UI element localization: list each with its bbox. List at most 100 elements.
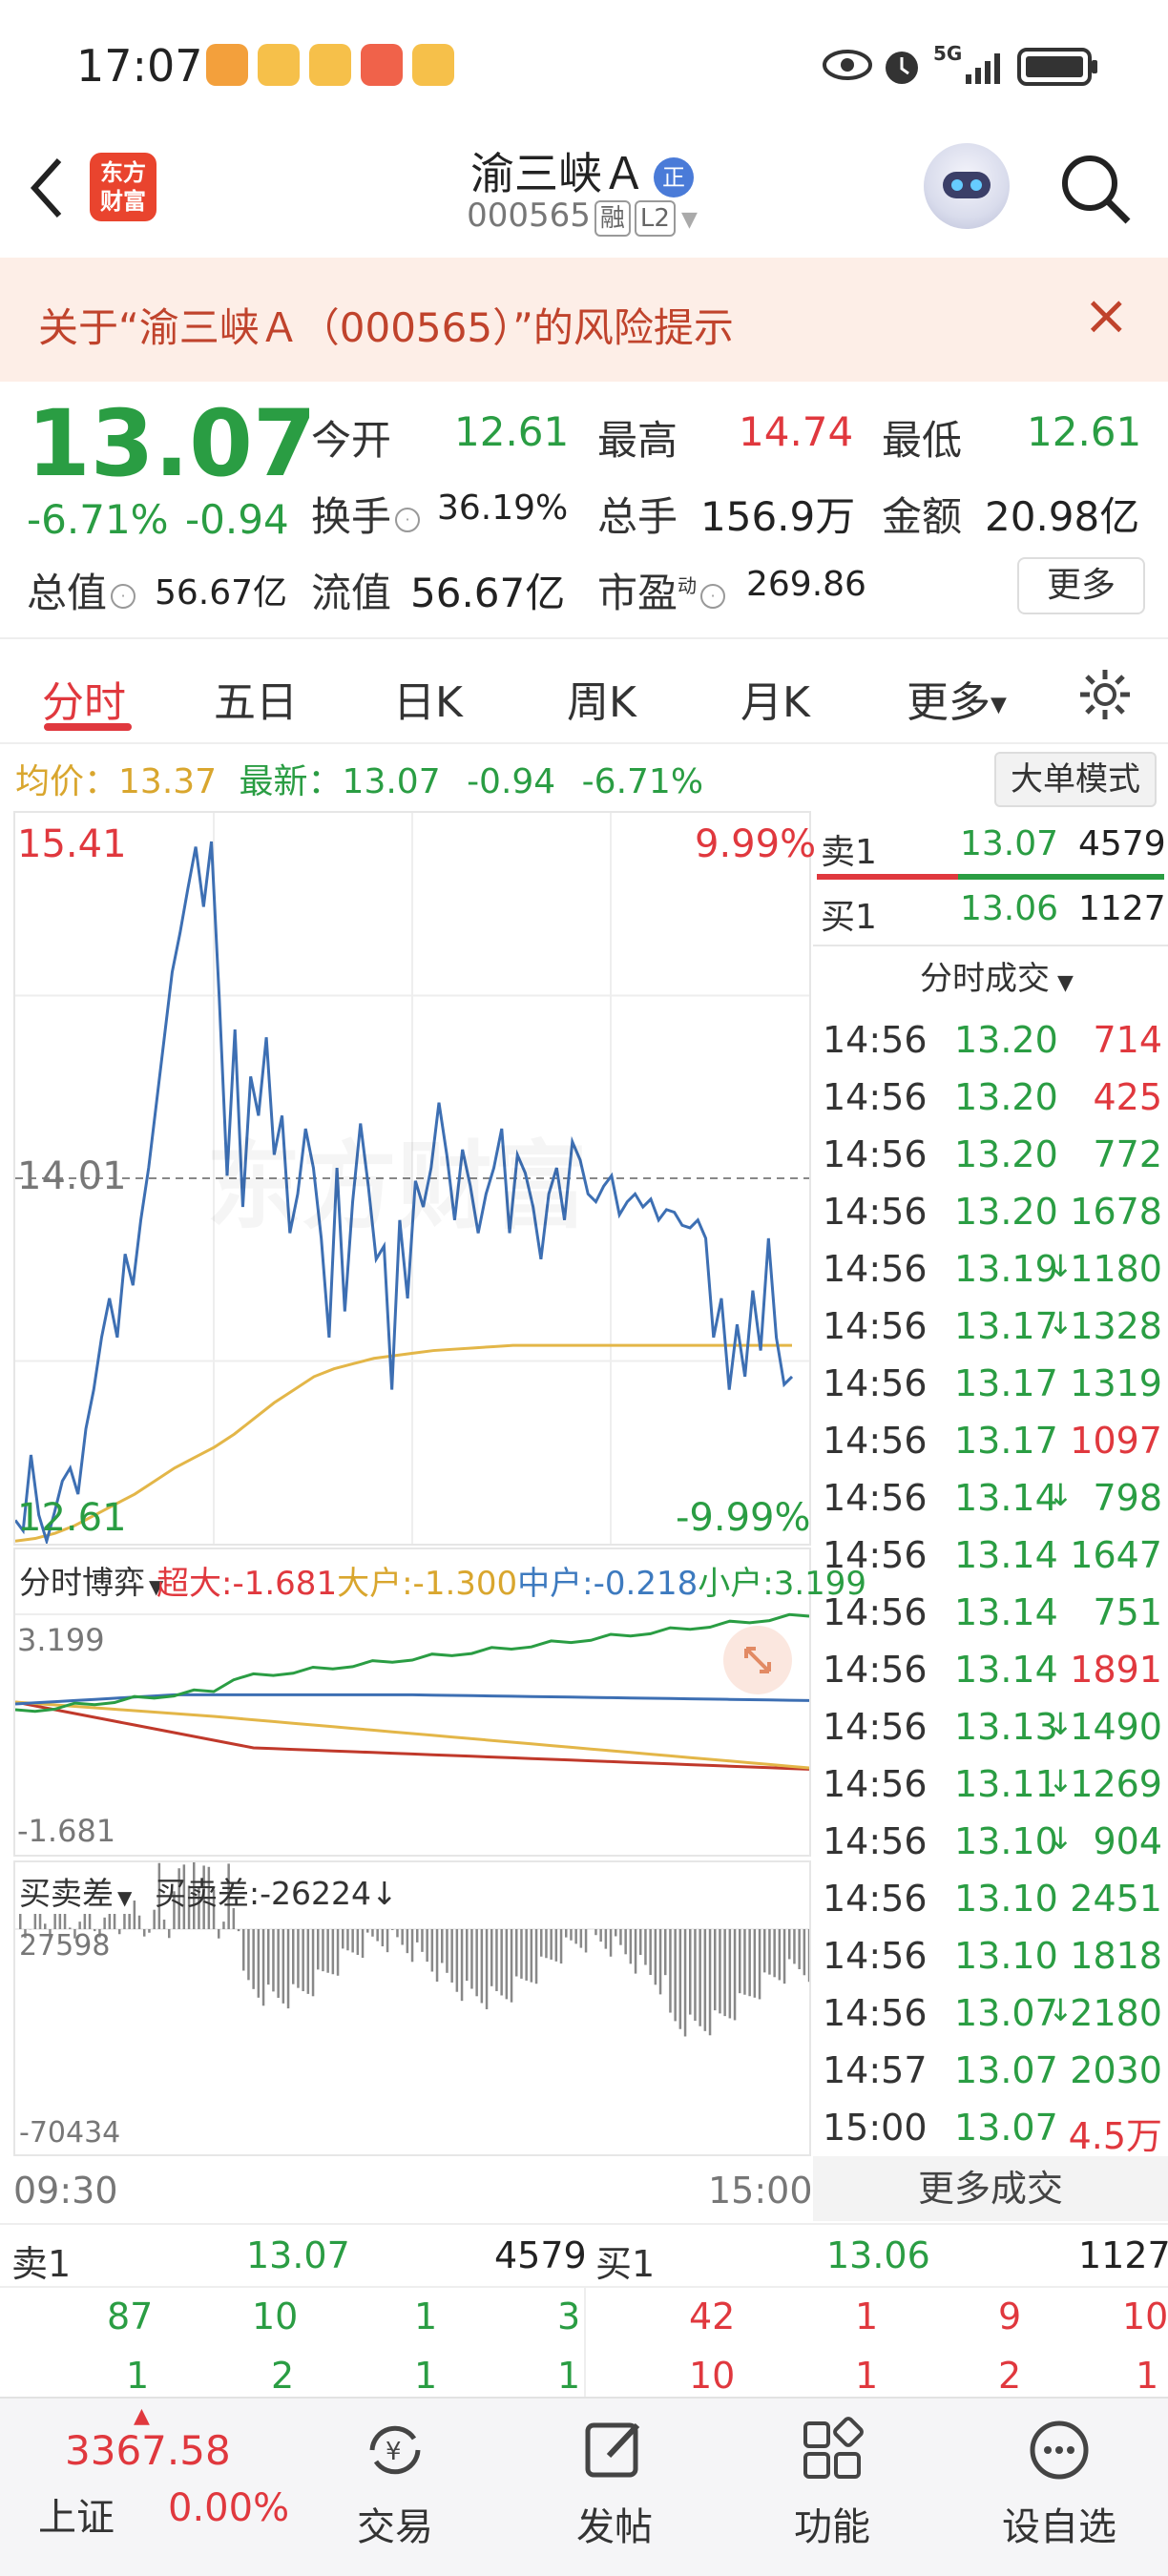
depth-cell: 87 [107, 2296, 154, 2337]
trade-volume: 751 [1093, 1591, 1162, 1633]
game-chart[interactable]: 分时博弈 ▼ 超大:-1.681大户:-1.300中户:-0.218小户:3.19… [13, 1548, 866, 1857]
more-quote-button[interactable]: 更多 [1017, 557, 1145, 614]
risk-notice-banner[interactable]: 关于“渝三峡Ａ（000565）”的风险提示 × [0, 258, 1168, 382]
dropdown-icon[interactable]: ▼ [680, 208, 698, 232]
diff-bar [168, 1929, 171, 1939]
trade-volume: 4.5万 [1068, 2115, 1162, 2157]
trade-volume: 1647 [1070, 1534, 1162, 1576]
trade-row: 14:56 13.20 425 [813, 1070, 1168, 1128]
diff-bar [658, 1929, 662, 1995]
diff-bar [619, 1929, 622, 1945]
tab-monthly-k[interactable]: 月K [740, 678, 810, 727]
diff-chart-label[interactable]: 买卖差 ▼ [19, 1868, 133, 1914]
big-order-mode-button[interactable]: 大单模式 [994, 752, 1157, 807]
trades-header[interactable]: 分时成交 ▼ [920, 960, 1074, 998]
game-chart-values: 超大:-1.681大户:-1.300中户:-0.218小户:3.199 [156, 1565, 867, 1603]
diff-bar [58, 1903, 62, 1929]
info-icon[interactable]: · [111, 583, 136, 609]
diff-bar [311, 1929, 315, 1997]
diff-bar [187, 1885, 191, 1929]
tab-more[interactable]: 更多▼ [907, 678, 1007, 727]
diff-bar [103, 1917, 106, 1929]
trade-time: 14:56 [823, 1248, 928, 1290]
buy-sell-diff-chart[interactable]: 买卖差 ▼ 买卖差:-26224↓ 27598 -70434 [13, 1860, 811, 2156]
diff-bar [38, 1902, 42, 1929]
trade-time: 14:56 [823, 1191, 928, 1233]
depth-cell: 3 [557, 2296, 581, 2337]
info-icon[interactable]: · [700, 583, 726, 609]
depth-cell: 1 [414, 2355, 438, 2397]
index-name[interactable]: 上证 [38, 2496, 115, 2540]
trade-volume: 1490 [1070, 1706, 1162, 1748]
search-icon[interactable] [1057, 151, 1134, 227]
diff-bar [689, 1929, 692, 2015]
tab-five-day[interactable]: 五日 [214, 678, 298, 727]
trade-time: 14:56 [823, 1591, 928, 1633]
diff-bar [694, 1929, 697, 2021]
trade-arrow: ↓ [1048, 1763, 1074, 1799]
nav-functions[interactable]: 功能 [756, 2416, 908, 2551]
game-chart-label[interactable]: 分时博弈 ▼ [19, 1557, 164, 1603]
tab-intraday[interactable]: 分时 [42, 678, 126, 727]
stock-code[interactable]: 000565 融 L2 ▼ [467, 197, 698, 237]
chart-pct-bottom: -9.99% [676, 1496, 811, 1540]
tab-weekly-k[interactable]: 周K [567, 678, 636, 727]
nav-trade[interactable]: ¥ 交易 [319, 2416, 471, 2551]
diff-bar [739, 1929, 741, 1994]
trade-icon: ¥ [369, 2425, 421, 2475]
diff-bar [406, 1929, 409, 1954]
close-icon[interactable]: × [1083, 282, 1130, 347]
bottom-nav: ▲ 3367.58 上证 0.00% ¥ 交易 发帖 功能 设自选 [0, 2397, 1168, 2576]
intraday-info-line: 均价：13.37 最新：13.07 -0.94 -6.71% [15, 762, 704, 801]
diff-bar [455, 1929, 459, 1992]
back-icon[interactable] [27, 156, 65, 219]
risk-notice-text[interactable]: 关于“渝三峡Ａ（000565）”的风险提示 [38, 304, 734, 351]
diff-bar [153, 1909, 156, 1929]
nav-post[interactable]: 发帖 [538, 2416, 691, 2551]
depth-sell-label: 卖1 [11, 2243, 72, 2285]
tab-daily-k[interactable]: 日K [393, 678, 463, 727]
nav-add-watchlist[interactable]: 设自选 [983, 2416, 1136, 2551]
diff-bar [63, 1904, 67, 1929]
app-logo[interactable]: 东方 财富 [90, 153, 156, 221]
expand-icon[interactable] [723, 1626, 792, 1694]
margin-tag: 融 [594, 200, 631, 237]
diff-bar [430, 1929, 434, 1972]
diff-bar [193, 1861, 196, 1929]
assistant-robot-icon[interactable] [924, 143, 1010, 229]
trade-time: 14:56 [823, 1706, 928, 1748]
diff-value: 买卖差:-26224↓ [155, 1875, 398, 1912]
depth-cell: 10 [689, 2355, 736, 2397]
index-value[interactable]: 3367.58 [65, 2427, 231, 2474]
diff-bar [44, 1923, 47, 1929]
diff-bar [252, 1929, 255, 1989]
buy-sell-diff-svg [15, 1861, 811, 2037]
sell1-row: 卖1 13.07 4579 [821, 824, 1166, 872]
diff-bar [515, 1929, 518, 1977]
status-time: 17:07 [76, 40, 203, 92]
depth-sell-price: 13.07 [246, 2234, 350, 2276]
trade-price: 13.20 [954, 1133, 1058, 1175]
diff-bar [133, 1901, 136, 1929]
info-icon[interactable]: · [395, 507, 421, 532]
diff-bar [758, 1929, 761, 2000]
trade-price: 13.07 [954, 1992, 1058, 2034]
more-trades-button[interactable]: 更多成交 [813, 2156, 1168, 2221]
index-pct[interactable]: 0.00% [168, 2486, 290, 2530]
chart-pct-top: 9.99% [695, 822, 817, 866]
diff-bar [470, 1929, 473, 1989]
settings-gear-icon[interactable] [1076, 666, 1134, 723]
trade-price: 13.20 [954, 1019, 1058, 1061]
diff-bar [723, 1929, 726, 2017]
trade-volume: 2030 [1070, 2049, 1162, 2091]
depth-cell: 2 [998, 2355, 1022, 2397]
trade-time: 15:00 [823, 2107, 928, 2149]
amount-value: 20.98亿 [985, 493, 1140, 540]
diff-bar [594, 1929, 597, 1936]
trade-row: 14:57 13.07 2030 [813, 2044, 1168, 2101]
trade-volume: 1678 [1070, 1191, 1162, 1233]
diff-bar [322, 1929, 324, 1972]
volume-value: 156.9万 [700, 493, 856, 540]
diff-bar [162, 1920, 166, 1929]
